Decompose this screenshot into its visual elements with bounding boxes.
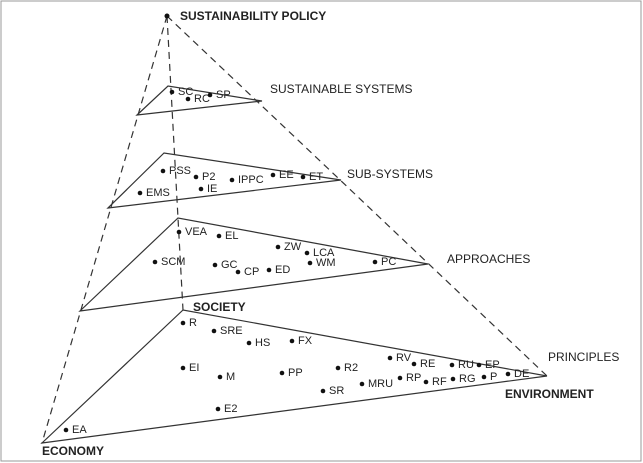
node-label: DE	[514, 368, 529, 380]
node-label: ED	[275, 264, 290, 276]
node-label: VEA	[185, 226, 208, 238]
node-label: SR	[329, 385, 344, 397]
node-dot	[411, 361, 417, 367]
node-dot	[476, 362, 482, 368]
node-dot	[235, 269, 241, 275]
node-label: EMS	[146, 187, 170, 199]
vertex-label: ECONOMY	[42, 444, 104, 458]
node-dot	[359, 381, 365, 387]
node-dot	[304, 250, 310, 256]
node-label: EP	[485, 359, 500, 371]
node-dot	[505, 371, 511, 377]
node-dot	[397, 375, 403, 381]
node-label: LCA	[313, 247, 335, 259]
node-dot	[270, 172, 276, 178]
apex-dot	[164, 13, 170, 19]
node-dot	[169, 89, 175, 95]
node-label: FX	[298, 335, 313, 347]
layer-label: APPROACHES	[447, 252, 530, 266]
node-dot	[63, 427, 69, 433]
node-dot	[289, 338, 295, 344]
node-label: EI	[189, 362, 199, 374]
node-dot	[229, 177, 235, 183]
node-dot	[193, 174, 199, 180]
node-label: PC	[381, 256, 396, 268]
node-label: RV	[396, 352, 412, 364]
node-dot	[212, 262, 218, 268]
node-dot	[481, 374, 487, 380]
node-label: PP	[288, 367, 303, 379]
node-dot	[423, 379, 429, 385]
node-dot	[185, 96, 191, 102]
node-label: R2	[344, 362, 358, 374]
node-label: ET	[309, 171, 323, 183]
node-dot	[198, 186, 204, 192]
title: SUSTAINABILITY POLICY	[180, 9, 326, 23]
node-dot	[180, 365, 186, 371]
node-label: SRE	[220, 325, 243, 337]
node-dot	[137, 190, 143, 196]
node-dot	[307, 260, 313, 266]
node-label: WM	[316, 257, 336, 269]
vertex-label: SOCIETY	[193, 300, 246, 314]
node-dot	[211, 328, 217, 334]
node-dot	[279, 370, 285, 376]
node-dot	[217, 374, 223, 380]
node-label: RF	[432, 376, 447, 388]
node-label: SP	[216, 89, 231, 101]
node-label: P	[490, 371, 497, 383]
node-dot	[176, 229, 182, 235]
layer-label: SUSTAINABLE SYSTEMS	[270, 82, 412, 96]
node-label: CP	[244, 266, 259, 278]
node-dot	[300, 174, 306, 180]
node-dot	[266, 267, 272, 273]
node-label: P2	[202, 171, 215, 183]
node-dot	[180, 320, 186, 326]
node-label: IE	[207, 183, 217, 195]
node-label: PSS	[169, 165, 191, 177]
node-label: MRU	[368, 378, 393, 390]
node-label: SC	[178, 86, 193, 98]
node-dot	[216, 233, 222, 239]
node-dot	[449, 362, 455, 368]
node-dot	[275, 244, 281, 250]
node-label: SCM	[161, 256, 185, 268]
vertex-label: ENVIRONMENT	[505, 387, 594, 401]
node-dot	[372, 259, 378, 265]
node-label: E2	[224, 403, 237, 415]
layer-label: SUB-SYSTEMS	[347, 167, 433, 181]
node-dot	[387, 355, 393, 361]
node-label: EE	[279, 169, 294, 181]
pyramid-edges	[40, 15, 548, 444]
node-dot	[207, 92, 213, 98]
node-dot	[152, 259, 158, 265]
node-label: RP	[406, 372, 421, 384]
node-label: IPPC	[238, 174, 264, 186]
node-label: RG	[459, 373, 476, 385]
node-label: EA	[72, 424, 87, 436]
node-label: ZW	[284, 241, 302, 253]
node-dot	[335, 365, 341, 371]
node-label: EL	[225, 230, 238, 242]
node-label: RU	[458, 359, 474, 371]
node-dot	[450, 376, 456, 382]
node-dot	[246, 340, 252, 346]
node-label: GC	[221, 259, 238, 271]
node-label: M	[226, 371, 235, 383]
node-label: RC	[194, 93, 210, 105]
node-dot	[160, 168, 166, 174]
node-dot	[320, 388, 326, 394]
node-label: RE	[420, 358, 435, 370]
node-dot	[215, 406, 221, 412]
layer-label: PRINCIPLES	[548, 350, 619, 364]
node-label: R	[189, 317, 197, 329]
node-label: HS	[255, 337, 270, 349]
